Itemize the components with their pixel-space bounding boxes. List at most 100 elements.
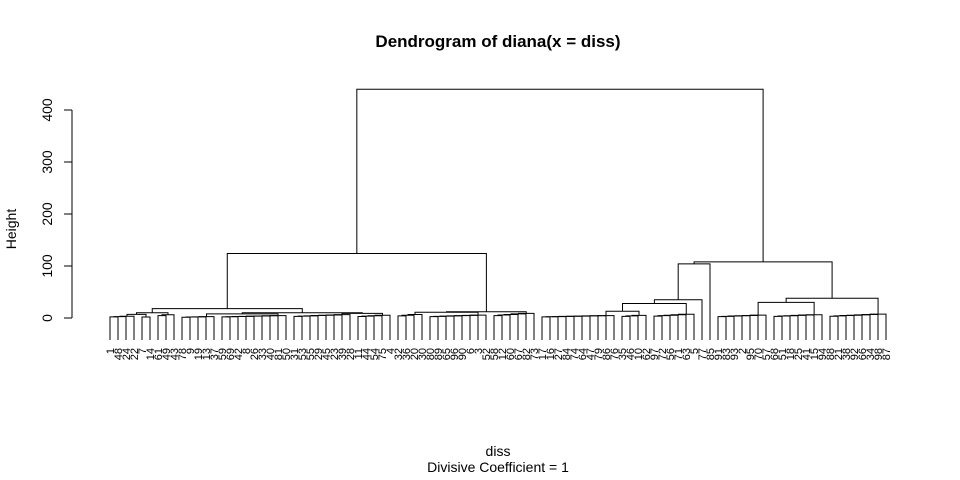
x-axis-label: diss — [486, 443, 511, 459]
leaf-label: 26 — [249, 348, 261, 360]
leaf-label: 7 — [137, 348, 149, 354]
leaf-label: 16 — [545, 348, 557, 360]
leaf-label: 63 — [681, 348, 693, 360]
leaf-label: 8 — [241, 348, 253, 354]
leaf-label: 84 — [561, 348, 573, 360]
leaf-label: 33 — [257, 348, 269, 360]
leaf-label: 30 — [417, 348, 429, 360]
dendrogram-link — [293, 315, 303, 340]
dendrogram-link — [541, 316, 551, 340]
leaf-label: 42 — [233, 348, 245, 360]
dendrogram-link — [151, 308, 303, 313]
leaf-label: 12 — [497, 348, 509, 360]
dendrogram-link — [185, 316, 199, 340]
leaf-label: 75 — [377, 348, 389, 360]
dendrogram-link — [785, 297, 879, 315]
leaf-label: 28 — [345, 348, 357, 360]
leaf-label: 51 — [777, 348, 789, 360]
leaf-label: 78 — [177, 348, 189, 360]
leaf-label: 69 — [225, 348, 237, 360]
dendrogram-link — [221, 316, 231, 340]
dendrogram-link — [653, 315, 663, 340]
leaf-label: 11 — [353, 348, 365, 359]
leaf-label: 23 — [329, 348, 341, 360]
dendrogram-link — [333, 314, 351, 340]
leaf-label: 57 — [761, 348, 773, 360]
dendrogram-link — [157, 315, 167, 340]
leaf-label: 29 — [313, 348, 325, 360]
leaf-label: 3 — [473, 348, 485, 354]
leaf-label: 15 — [809, 348, 821, 360]
dendrogram-link — [231, 316, 247, 340]
leaf-label: 22 — [129, 348, 141, 360]
dendrogram-link — [361, 315, 375, 340]
leaf-label: 86 — [601, 348, 613, 360]
leaf-label: 25 — [793, 348, 805, 360]
chart-title: Dendrogram of diana(x = diss) — [375, 32, 620, 51]
dendrogram-link — [161, 314, 175, 340]
leaf-label: 46 — [625, 348, 637, 360]
leaf-label: 93 — [729, 348, 741, 360]
dendrogram-link — [749, 314, 767, 340]
leaf-label: 97 — [649, 348, 661, 360]
dendrogram-link — [433, 315, 447, 340]
leaf-label: 41 — [801, 348, 813, 360]
dendrogram-link — [429, 316, 439, 340]
y-tick-label: 300 — [39, 150, 55, 174]
dendrogram-link — [269, 315, 287, 340]
leaf-label: 72 — [657, 348, 669, 360]
dendrogram-link — [469, 314, 487, 340]
leaf-label: 36 — [401, 348, 413, 360]
leaf-label: 59 — [217, 348, 229, 360]
dendrogram-link — [545, 316, 559, 340]
leaf-label: 21 — [833, 348, 845, 360]
dendrogram-link — [407, 314, 423, 340]
dendrogram-link — [119, 315, 135, 340]
dendrogram-link — [191, 316, 207, 340]
dendrogram-link — [777, 315, 791, 340]
dendrogram-link — [357, 316, 367, 340]
leaf-label: 61 — [153, 348, 165, 360]
leaf-label: 77 — [697, 348, 709, 360]
leaf-label: 56 — [665, 348, 677, 360]
leaf-label: 54 — [369, 348, 381, 360]
leaf-label: 85 — [705, 348, 717, 360]
leaf-label: 98 — [873, 348, 885, 360]
dendrogram-link — [503, 313, 519, 340]
leaf-label: 48 — [113, 348, 125, 360]
dendrogram-link — [303, 315, 319, 340]
leaf-label: 17 — [537, 348, 549, 360]
dendrogram-link — [757, 301, 815, 316]
dendrogram-link — [109, 316, 119, 340]
leaf-label: 20 — [409, 348, 421, 360]
leaf-label: 18 — [785, 348, 797, 360]
leaf-label: 38 — [841, 348, 853, 360]
leaf-label: 14 — [145, 348, 157, 360]
dendrogram-link — [678, 313, 695, 340]
dendrogram-link — [625, 315, 639, 340]
dendrogram-link — [181, 316, 191, 340]
leaf-label: 89 — [433, 348, 445, 360]
dendrogram-link — [497, 314, 511, 340]
leaf-label: 53 — [297, 348, 309, 360]
leaf-labels: 1482422714614943789191337596942826334081… — [105, 348, 893, 360]
leaf-label: 79 — [593, 348, 605, 360]
leaf-label: 32 — [393, 348, 405, 360]
leaf-label: 4 — [385, 348, 397, 354]
y-axis-label: Height — [3, 209, 19, 250]
leaf-label: 92 — [849, 348, 861, 360]
dendrogram-link — [631, 314, 647, 340]
y-tick-label: 100 — [39, 254, 55, 278]
dendrogram-link — [829, 315, 839, 340]
leaf-label: 90 — [457, 348, 469, 360]
dendrogram-link — [374, 314, 391, 340]
dendrogram-link — [493, 315, 503, 340]
y-axis: 0 100 200 300 400 — [39, 98, 73, 322]
leaf-label: 68 — [769, 348, 781, 360]
leaf-label: 1 — [105, 348, 117, 354]
leaf-label: 44 — [361, 348, 373, 360]
dendrogram-link — [839, 315, 855, 340]
leaf-label: 73 — [529, 348, 541, 360]
y-tick-label: 0 — [39, 314, 55, 322]
